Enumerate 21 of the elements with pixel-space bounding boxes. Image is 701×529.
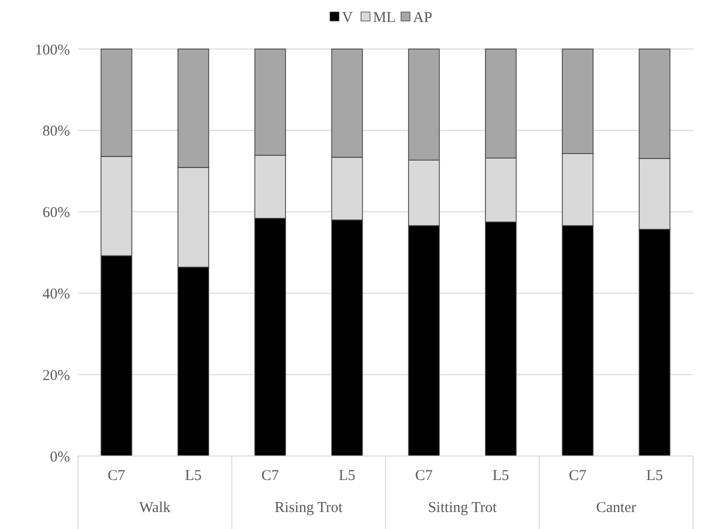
legend-label: ML xyxy=(373,10,396,26)
y-tick-label: 0% xyxy=(50,449,70,466)
x-tick-label: L5 xyxy=(646,468,663,484)
y-tick-label: 80% xyxy=(42,124,70,140)
text: Canter xyxy=(596,500,636,516)
legend-label: AP xyxy=(413,10,432,26)
text: Rising Trot xyxy=(274,500,344,516)
y-tick-label: 100% xyxy=(35,42,70,58)
x-tick-label: C7 xyxy=(568,468,587,484)
text: Walk xyxy=(139,500,172,516)
y-tick-label: 40% xyxy=(42,286,70,302)
y-tick-label: 60% xyxy=(42,205,70,222)
x-tick-label: C7 xyxy=(261,468,280,484)
x-tick-label: L5 xyxy=(492,468,510,484)
legend-label: V xyxy=(342,10,353,26)
x-tick-label: L5 xyxy=(338,468,356,484)
x-tick-label: C7 xyxy=(415,468,434,484)
y-tick-label: 20% xyxy=(42,368,70,384)
x-tick-label: C7 xyxy=(108,468,126,484)
x-tick-label: L5 xyxy=(184,468,202,484)
text: Sitting Trot xyxy=(428,500,498,516)
